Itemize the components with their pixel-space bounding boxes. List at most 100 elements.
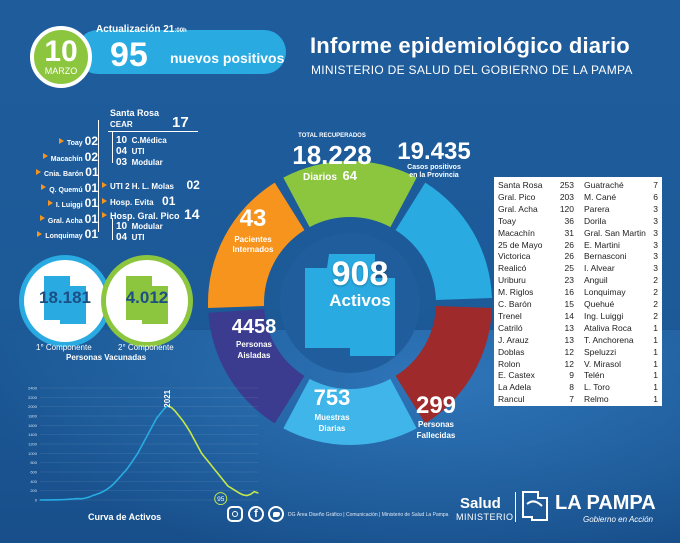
department-count: 36 <box>564 215 574 226</box>
department-name: Rolon <box>498 358 521 369</box>
breakdown-count: 10 <box>116 135 128 146</box>
data-point <box>95 493 97 495</box>
samples-segment <box>283 378 417 445</box>
data-point <box>129 463 131 466</box>
department-count: 8 <box>569 382 574 393</box>
department-name: Lonquimay <box>584 287 626 298</box>
positives-segment <box>395 182 492 300</box>
department-name: Doblas <box>498 346 525 357</box>
facebook-icon[interactable]: f <box>248 506 264 522</box>
department-name: I. Alvear <box>584 263 615 274</box>
series-line-fall <box>167 404 259 497</box>
date-badge: 10 MARZO <box>30 26 92 88</box>
department-name: E. Castex <box>498 370 535 381</box>
y-tick-label: 1000 <box>28 451 38 456</box>
department-name: Rancul <box>498 394 525 405</box>
la-pampa-map-icon <box>44 276 86 324</box>
evita-row: Hosp. Evita 01 <box>102 192 175 210</box>
data-point <box>137 452 139 454</box>
cear-count: 17 <box>172 114 189 131</box>
data-point <box>133 458 135 460</box>
current-marker <box>214 492 228 506</box>
department-name: Toay <box>498 215 516 226</box>
vaccinated-caption: Personas Vacunadas <box>66 353 147 362</box>
y-tick-label: 1800 <box>28 414 38 419</box>
data-point <box>46 499 49 501</box>
vaccine-circle-second: 4.012 <box>106 260 188 342</box>
hospital-row: Macachín 02 <box>36 148 98 166</box>
positives-label-1: Casos positivos <box>407 164 461 171</box>
department-name: Parera <box>584 203 610 214</box>
recovered-value: 18.228 <box>292 140 372 170</box>
data-point <box>216 471 218 473</box>
department-name: La Adela <box>498 382 532 393</box>
department-count: 1 <box>653 394 658 405</box>
breakdown-count: 04 <box>116 146 128 157</box>
bullet-triangle-icon <box>41 184 47 191</box>
new-positives-count: 95 <box>110 36 148 74</box>
data-point <box>50 499 52 501</box>
data-point <box>189 431 191 433</box>
second-dose-label: 2° Componente <box>118 343 174 352</box>
ministerio-label: MINISTERIO <box>456 512 514 522</box>
breakdown-count: 04 <box>116 232 128 243</box>
y-tick-label: 400 <box>30 479 37 484</box>
department-count: 1 <box>653 346 658 357</box>
bullet-triangle-icon <box>47 199 53 206</box>
department-count: 7 <box>569 394 574 405</box>
department-name: V. Mirasol <box>584 358 622 369</box>
data-point <box>253 491 255 493</box>
deceased-value: 299 <box>415 392 457 419</box>
hospital-row: Q. Quemú 01 <box>36 179 98 197</box>
breakdown-row: 10 C.Médica <box>116 130 167 148</box>
department-count: 2 <box>653 287 658 298</box>
update-pill <box>76 30 286 74</box>
data-point <box>54 499 56 501</box>
samples-label-2: Diarias <box>318 424 346 433</box>
instagram-icon[interactable] <box>227 506 243 522</box>
data-point <box>140 445 143 447</box>
active-label: Activos <box>329 291 391 310</box>
breakdown-row: 04 UTI <box>116 141 144 159</box>
la-pampa-map-icon <box>126 276 168 324</box>
department-name: Ataliva Roca <box>584 322 632 333</box>
hospital-row: Lonquimay 01 <box>36 225 98 243</box>
isolated-label-1: Personas <box>235 340 273 349</box>
department-name: Relmo <box>584 394 609 405</box>
positives-label-2: en la Provincia <box>409 172 459 179</box>
series-line-rise <box>39 405 169 501</box>
y-tick-label: 1400 <box>28 432 38 437</box>
data-point <box>110 485 113 487</box>
hospital-row: Cnia. Barón 01 <box>36 163 99 181</box>
y-tick-label: 600 <box>30 470 37 475</box>
hospital-row: Gral. Acha 01 <box>36 210 98 228</box>
twitter-icon[interactable] <box>268 506 284 522</box>
molas-row: UTI 2 H. L. Molas 02 <box>102 176 200 194</box>
department-name: Santa Rosa <box>498 180 543 190</box>
bullet-triangle-icon <box>39 215 45 222</box>
department-count: 7 <box>653 180 658 190</box>
department-count: 3 <box>653 227 658 238</box>
y-tick-label: 1200 <box>28 442 38 447</box>
data-point <box>238 492 240 494</box>
department-count: 31 <box>564 227 574 238</box>
data-point <box>99 492 101 494</box>
department-count: 14 <box>564 310 574 321</box>
breakdown-row: 03 Modular <box>116 152 163 170</box>
recovered-header: TOTAL RECUPERADOS <box>298 133 366 139</box>
la-pampa-map-icon <box>305 254 395 356</box>
bullet-triangle-icon <box>102 181 107 188</box>
page-title: Informe epidemiológico diario <box>310 33 630 58</box>
data-point <box>174 410 176 412</box>
department-count: 12 <box>564 346 574 357</box>
current-annotation: 95 <box>217 496 225 503</box>
department-name: Catriló <box>498 322 523 333</box>
hospital-count: 02 <box>84 134 98 148</box>
recovered-segment <box>283 161 417 228</box>
data-point <box>122 473 124 475</box>
data-point <box>125 469 128 471</box>
data-point <box>231 487 233 489</box>
data-point <box>114 481 116 483</box>
department-count: 203 <box>559 191 574 202</box>
department-count: 12 <box>564 358 574 369</box>
